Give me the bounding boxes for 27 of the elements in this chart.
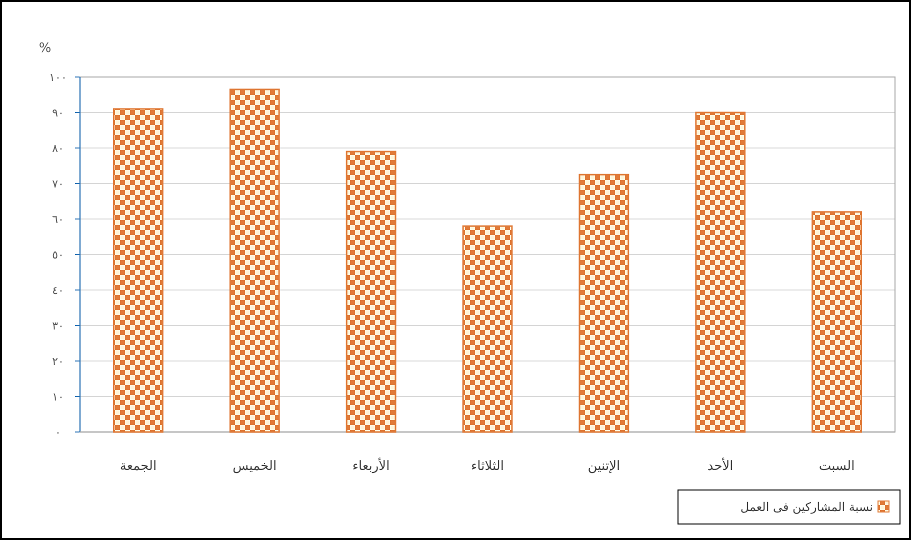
y-tick-label: ٢٠ [52,355,64,368]
bar [695,112,746,433]
x-tick-label: السبت [818,459,855,474]
y-tick-label: ٧٠ [52,178,64,190]
bar [229,88,280,433]
y-tick-label: ٠ [55,426,61,439]
y-tick-label: ٥٠ [52,248,64,262]
y-tick-label: ٩٠ [52,106,64,120]
x-tick-label: الجمعة [120,459,157,474]
x-tick-label: الخميس [232,459,277,474]
y-tick-label: ٣٠ [52,320,64,332]
bar [113,108,164,433]
x-tick-label: الثلاثاء [471,459,504,474]
bar [346,150,396,433]
x-tick-label: الإتنين [588,459,620,474]
y-tick-label: ٤٠ [52,284,64,297]
x-tick-label: الأحد [707,457,734,474]
legend-label: نسبة المشاركين فى العمل [740,500,873,514]
bar [578,174,630,433]
y-tick-label: ١٠٠ [49,71,67,84]
y-tick-label: ١٠ [52,390,64,404]
y-tick-label: ٦٠ [52,213,64,226]
y-axis-title: % [38,41,52,56]
bar [812,211,862,433]
y-tick-label: ٨٠ [52,142,64,155]
bar [462,225,513,433]
x-tick-label: الأربعاء [352,457,390,474]
